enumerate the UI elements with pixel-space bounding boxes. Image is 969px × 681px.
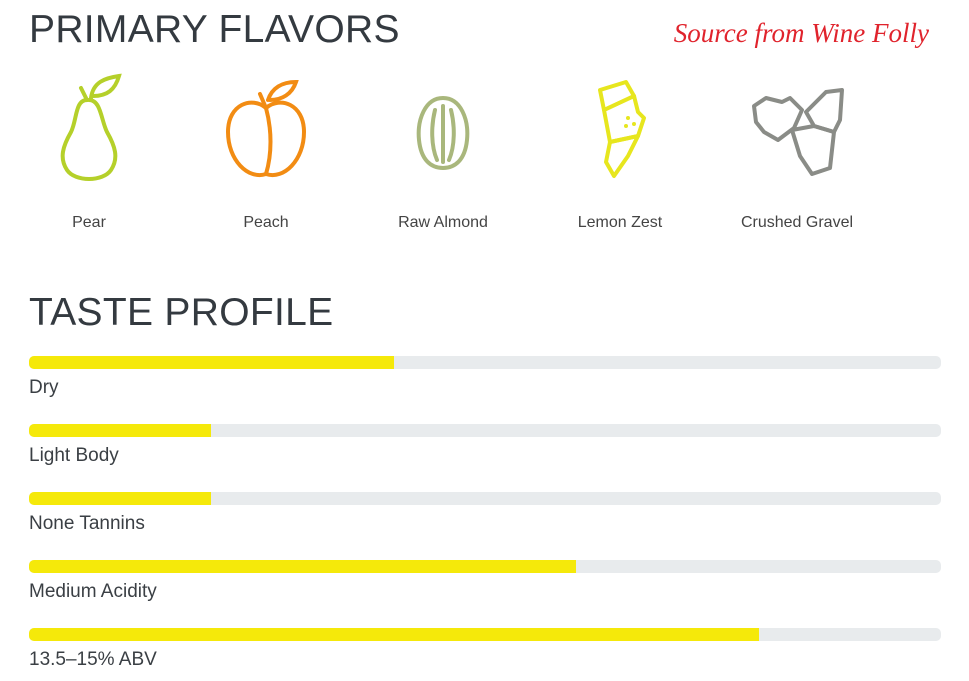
source-note: Source from Wine Folly bbox=[673, 18, 929, 48]
flavor: Lemon Zest bbox=[540, 70, 700, 232]
flavor-label: Peach bbox=[243, 214, 289, 231]
bar bbox=[29, 424, 212, 437]
bar-track bbox=[29, 628, 941, 641]
bar bbox=[29, 560, 577, 573]
profile-row: Medium Acidity bbox=[29, 560, 941, 603]
profile-row: 13.5–15% ABV bbox=[29, 628, 941, 671]
flavor: Crushed Gravel bbox=[717, 70, 877, 232]
flavor: Pear bbox=[9, 70, 169, 232]
section-title: TASTE PROFILE bbox=[29, 291, 334, 334]
profile-row: Light Body bbox=[29, 424, 941, 467]
bar bbox=[29, 356, 394, 369]
bar-label: Light Body bbox=[29, 445, 119, 466]
bar-label: Medium Acidity bbox=[29, 581, 157, 602]
bar-label: 13.5–15% ABV bbox=[29, 649, 157, 670]
bar-track bbox=[29, 492, 941, 505]
bar-label: None Tannins bbox=[29, 513, 145, 534]
bar bbox=[29, 628, 759, 641]
section-title: PRIMARY FLAVORS bbox=[29, 8, 400, 51]
bar-label: Dry bbox=[29, 377, 59, 398]
bar-track bbox=[29, 560, 941, 573]
bar-track bbox=[29, 356, 941, 369]
almond-icon bbox=[416, 95, 470, 171]
bar bbox=[29, 492, 212, 505]
gravel-icon bbox=[752, 88, 844, 176]
peach-icon bbox=[225, 79, 307, 178]
flavor: Raw Almond bbox=[363, 70, 523, 232]
profile-row: None Tannins bbox=[29, 492, 941, 535]
flavor-label: Raw Almond bbox=[398, 214, 488, 231]
flavor-label: Pear bbox=[72, 214, 106, 231]
lemon-zest-icon bbox=[598, 80, 646, 178]
flavor-label: Lemon Zest bbox=[577, 214, 663, 231]
flavor: Peach bbox=[186, 70, 346, 232]
bar-track bbox=[29, 424, 941, 437]
pear-icon bbox=[60, 73, 122, 181]
flavor-label: Crushed Gravel bbox=[740, 214, 854, 231]
profile-row: Dry bbox=[29, 356, 941, 399]
